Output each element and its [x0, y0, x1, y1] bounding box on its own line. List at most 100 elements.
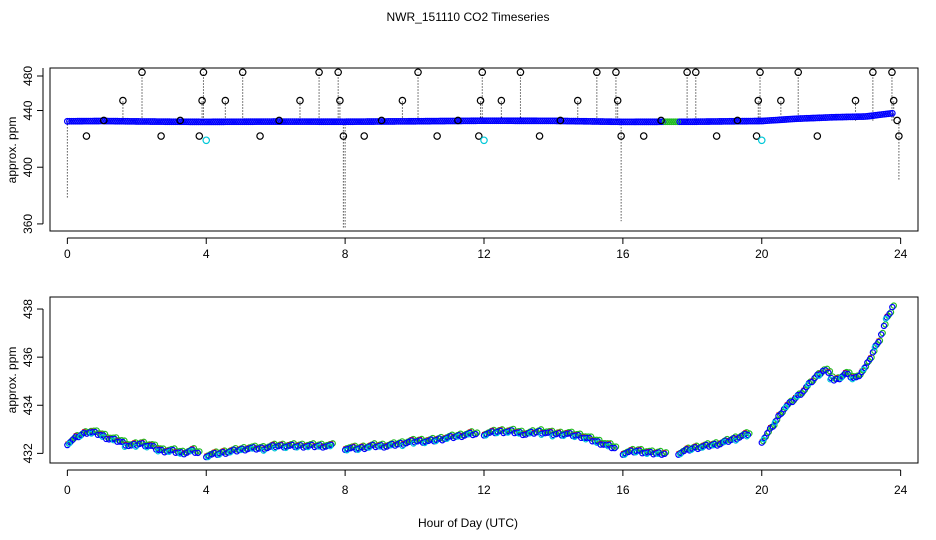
top-baseline-point [155, 118, 163, 126]
top-plot-frame [49, 67, 919, 232]
top-outlier-point [777, 96, 785, 105]
bottom-y-tick-label: 438 [21, 299, 35, 319]
top-baseline-point [445, 117, 452, 125]
top-baseline-point [472, 117, 480, 125]
top-baseline-point [249, 118, 257, 126]
top-x-tick-label: 24 [894, 247, 908, 261]
top-baseline-point [534, 117, 542, 125]
top-outlier-point [474, 132, 483, 140]
top-baseline-point [141, 118, 148, 125]
top-baseline-point [849, 113, 857, 121]
top-baseline-point [461, 117, 469, 125]
top-baseline-point [486, 117, 494, 125]
top-baseline-point [822, 114, 830, 121]
top-outlier-point [754, 96, 763, 105]
top-baseline-point [438, 117, 446, 125]
top-outlier-point [869, 68, 877, 77]
top-baseline-point [224, 118, 232, 126]
top-baseline-point [718, 118, 725, 125]
top-baseline-point [143, 118, 150, 125]
top-baseline-point [345, 118, 352, 126]
top-baseline-point [132, 118, 140, 125]
top-outlier-point [476, 96, 485, 105]
top-baseline-point [255, 118, 263, 126]
top-baseline-point [638, 118, 646, 126]
bottom-cyan-point [782, 404, 789, 411]
top-baseline-point [361, 118, 369, 125]
top-baseline-point [413, 117, 421, 125]
bottom-blue-point [880, 322, 888, 330]
top-baseline-point [284, 118, 292, 126]
top-baseline-point [241, 118, 248, 126]
top-baseline-point [572, 117, 580, 125]
bottom-y-tick-label: 434 [21, 395, 35, 415]
top-baseline-point [95, 117, 103, 125]
top-baseline-point [201, 118, 209, 126]
top-baseline-point [695, 118, 702, 126]
top-baseline-point [478, 117, 486, 125]
top-baseline-point [266, 118, 273, 126]
top-baseline-point [672, 118, 680, 126]
top-baseline-point [532, 117, 540, 125]
top-baseline-point [436, 117, 444, 125]
bottom-cyan-point [121, 444, 128, 451]
top-outlier-point [691, 68, 700, 77]
top-outlier-point [851, 96, 860, 105]
top-baseline-point [424, 117, 432, 125]
top-outlier-point [556, 116, 565, 125]
bottom-blue-point [116, 438, 124, 445]
bottom-blue-point [875, 338, 882, 346]
bottom-green-point [610, 443, 617, 450]
top-baseline-point [743, 117, 750, 125]
x-axis-label: Hour of Day (UTC) [418, 516, 518, 530]
top-outlier-point [315, 68, 323, 77]
top-baseline-point [855, 113, 863, 121]
top-baseline-point [293, 118, 300, 126]
bottom-x-tick-label: 20 [755, 483, 769, 497]
bottom-green-point [473, 429, 481, 436]
top-baseline-point [153, 118, 161, 126]
top-baseline-point [836, 113, 844, 121]
top-baseline-point [603, 118, 611, 126]
bottom-y-tick-label: 436 [21, 347, 35, 367]
top-baseline-point [666, 118, 673, 126]
top-baseline-point [161, 118, 169, 126]
top-baseline-point [636, 118, 644, 126]
bottom-x-tick-label: 16 [616, 483, 630, 497]
top-baseline-point [820, 114, 827, 122]
top-outlier-points [82, 68, 903, 140]
top-baseline-point [493, 117, 500, 125]
top-baseline-point [826, 113, 834, 121]
bottom-blue-point [866, 355, 874, 363]
top-baseline-point [228, 118, 236, 126]
top-baseline-point [134, 118, 142, 125]
bottom-cyan-point [155, 448, 162, 455]
top-x-tick-label: 12 [477, 247, 491, 261]
top-baseline-point [299, 118, 307, 126]
top-baseline-point [597, 118, 605, 125]
top-baseline-point [838, 113, 846, 121]
top-baseline-point [647, 118, 655, 126]
top-baseline-point [888, 109, 896, 117]
top-baseline-point [407, 117, 415, 125]
top-baseline-point [526, 117, 534, 125]
top-baseline-point [447, 117, 455, 125]
top-baseline-point [649, 118, 657, 126]
top-baseline-point [593, 118, 600, 125]
bottom-blue-point [194, 449, 202, 457]
top-baseline-point [605, 118, 613, 126]
top-baseline-point [147, 118, 155, 125]
bottom-cyan-point [132, 443, 139, 450]
top-baseline-point [561, 117, 569, 125]
top-baseline-point [63, 117, 71, 125]
top-baseline-point [726, 117, 734, 125]
top-baseline-point [159, 118, 167, 126]
top-outlier-point [238, 68, 247, 77]
top-baseline-point [170, 118, 178, 126]
top-baseline-point [366, 118, 373, 125]
top-baseline-point [403, 117, 411, 125]
top-baseline-point [599, 118, 607, 125]
top-baseline-point [443, 117, 450, 125]
top-baseline-point [280, 118, 288, 125]
top-outlier-point [613, 96, 622, 105]
